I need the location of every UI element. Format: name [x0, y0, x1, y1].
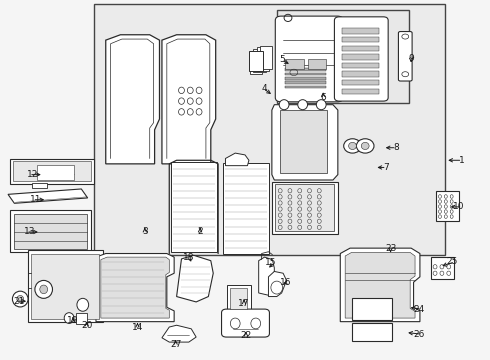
Bar: [342, 63, 379, 68]
Text: 11: 11: [30, 195, 42, 204]
Text: 25: 25: [446, 257, 458, 266]
Polygon shape: [162, 325, 196, 342]
Polygon shape: [340, 248, 420, 321]
Text: 14: 14: [132, 323, 143, 332]
Ellipse shape: [356, 139, 374, 153]
Bar: [285, 81, 326, 84]
Text: 6: 6: [320, 93, 326, 102]
Polygon shape: [272, 105, 338, 180]
Text: 7: 7: [383, 163, 389, 172]
Polygon shape: [96, 253, 174, 321]
Ellipse shape: [77, 298, 89, 311]
Ellipse shape: [343, 139, 361, 153]
Text: 12: 12: [26, 170, 38, 179]
Bar: [342, 45, 379, 51]
Ellipse shape: [279, 100, 289, 110]
Text: 4: 4: [261, 84, 267, 93]
Ellipse shape: [17, 296, 24, 303]
Bar: [342, 54, 379, 59]
Bar: [230, 288, 247, 309]
Text: 8: 8: [393, 143, 399, 152]
Polygon shape: [225, 153, 249, 166]
Bar: [250, 51, 262, 74]
Text: 22: 22: [241, 332, 251, 341]
Bar: [37, 165, 74, 180]
Ellipse shape: [348, 142, 356, 149]
Polygon shape: [106, 35, 159, 164]
Ellipse shape: [64, 313, 74, 323]
Bar: [342, 89, 379, 94]
Ellipse shape: [40, 285, 48, 294]
Bar: [223, 163, 269, 253]
Ellipse shape: [298, 100, 308, 110]
Text: 16: 16: [280, 278, 292, 287]
Text: 27: 27: [170, 340, 181, 349]
Text: 13: 13: [24, 228, 35, 237]
Text: 9: 9: [408, 54, 414, 63]
Polygon shape: [162, 35, 216, 164]
Bar: [227, 285, 251, 311]
Bar: [285, 73, 326, 75]
Text: 5: 5: [279, 55, 285, 64]
FancyBboxPatch shape: [275, 16, 343, 102]
Polygon shape: [280, 110, 327, 173]
Ellipse shape: [12, 291, 28, 307]
FancyBboxPatch shape: [221, 309, 270, 337]
Bar: [249, 51, 263, 71]
FancyBboxPatch shape: [398, 32, 412, 81]
Text: 26: 26: [413, 330, 424, 339]
Polygon shape: [8, 189, 88, 203]
Bar: [351, 298, 392, 320]
Polygon shape: [259, 257, 274, 296]
Polygon shape: [176, 255, 213, 302]
Text: 18: 18: [183, 253, 195, 262]
Bar: [275, 184, 334, 231]
Ellipse shape: [317, 100, 326, 110]
Bar: [277, 10, 409, 103]
Bar: [32, 183, 47, 188]
Text: 17: 17: [238, 299, 250, 308]
Text: 15: 15: [265, 258, 277, 267]
Bar: [342, 80, 379, 85]
Text: 21: 21: [13, 297, 24, 306]
Text: 10: 10: [453, 202, 465, 211]
Bar: [10, 159, 94, 184]
Bar: [342, 28, 379, 34]
Polygon shape: [269, 271, 287, 297]
Text: 23: 23: [385, 244, 396, 253]
Bar: [31, 253, 99, 319]
Bar: [285, 59, 304, 69]
Bar: [13, 161, 91, 181]
Bar: [272, 182, 338, 234]
Text: 3: 3: [142, 228, 147, 237]
Ellipse shape: [361, 142, 369, 149]
Bar: [171, 162, 217, 252]
Bar: [76, 313, 87, 324]
FancyBboxPatch shape: [334, 17, 388, 101]
Text: 19: 19: [67, 316, 79, 325]
Ellipse shape: [35, 280, 52, 298]
Bar: [94, 4, 445, 255]
Bar: [253, 49, 266, 72]
Text: 20: 20: [81, 321, 93, 330]
Bar: [285, 77, 326, 80]
Bar: [27, 250, 103, 321]
Bar: [260, 45, 272, 69]
Text: 2: 2: [197, 228, 203, 237]
Bar: [342, 71, 379, 77]
Bar: [342, 37, 379, 42]
Bar: [436, 191, 459, 221]
Text: 24: 24: [413, 305, 424, 314]
Polygon shape: [101, 257, 169, 318]
Bar: [14, 214, 87, 249]
Bar: [308, 59, 326, 69]
Bar: [285, 86, 326, 88]
Bar: [285, 68, 326, 71]
Bar: [351, 323, 392, 341]
Bar: [10, 211, 91, 252]
Bar: [431, 257, 454, 279]
Text: 1: 1: [459, 156, 465, 165]
Bar: [257, 47, 269, 71]
Polygon shape: [345, 252, 415, 318]
